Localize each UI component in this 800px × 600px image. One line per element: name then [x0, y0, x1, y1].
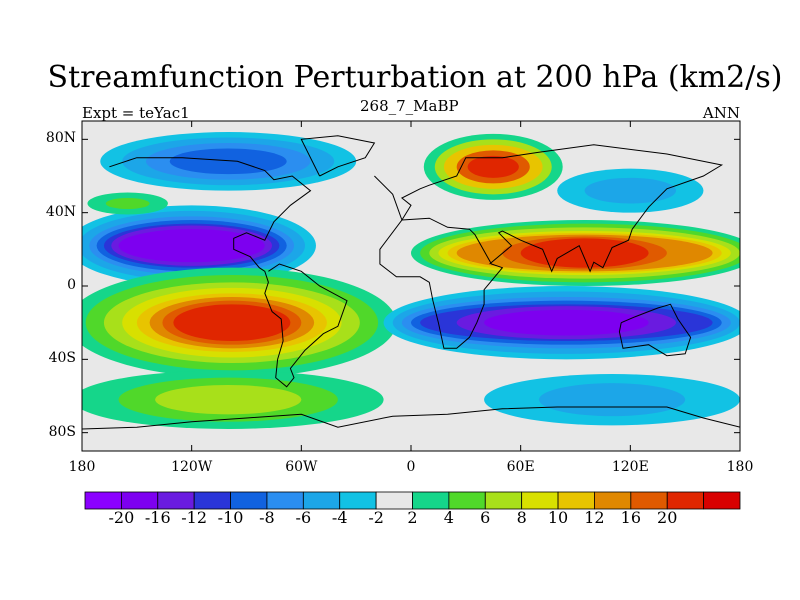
indian-ocean-low-contour-6 [484, 309, 649, 336]
colorbar-label: 4 [443, 508, 454, 527]
y-tick-label: 0 [67, 277, 76, 293]
colorbar-label: 10 [547, 508, 569, 527]
colorbar-swatch [339, 491, 377, 510]
y-tick-label: 80S [48, 423, 76, 440]
coastline [82, 135, 740, 430]
coastline-segment [82, 406, 740, 430]
x-tick-label: 120W [171, 459, 213, 475]
colorbar-swatch [120, 491, 159, 510]
colorbar-label: -6 [295, 508, 312, 527]
colorbar-swatch [266, 491, 304, 510]
x-tick-label: 180 [726, 459, 754, 475]
colorbar [84, 491, 741, 510]
colorbar-label: -10 [217, 508, 244, 527]
x-tick-label: 180 [68, 459, 96, 475]
colorbar-swatch [557, 491, 595, 510]
asian-high-contour-7 [520, 238, 649, 268]
colorbar-swatch [703, 491, 741, 510]
axis-ticks [81, 121, 741, 451]
colorbar-swatch [630, 491, 668, 510]
colorbar-label: 6 [480, 508, 491, 527]
colorbar-label: -4 [331, 508, 348, 527]
colorbar-label: 12 [584, 508, 605, 527]
chart-title: Streamfunction Perturbation at 200 hPa (… [47, 60, 783, 95]
colorbar-label: -12 [181, 508, 208, 527]
colorbar-label: -20 [108, 508, 135, 527]
north-pacific-low-contour-3 [169, 148, 287, 175]
x-tick-label: 60E [506, 459, 535, 475]
colorbar-swatch [484, 491, 523, 510]
experiment-label: Expt = teYac1 [82, 104, 190, 122]
colorbar-swatch [412, 491, 450, 510]
tropical-east-pacific-low-contour-6 [118, 229, 265, 263]
colorbar-swatch [521, 491, 559, 510]
colorbar-swatch [448, 491, 486, 510]
colorbar-label: 20 [657, 508, 678, 527]
x-tick-label: 60W [285, 459, 318, 475]
season-label: ANN [702, 104, 740, 122]
south-pacific-high-contour-7 [173, 304, 291, 341]
colorbar-swatch [375, 491, 413, 510]
colorbar-swatch [193, 491, 231, 510]
x-tick-label: 0 [406, 459, 416, 475]
atlantic-green-contour-1 [105, 198, 150, 209]
south-indian-band-contour-1 [538, 383, 686, 417]
colorbar-label: -16 [144, 508, 171, 527]
run-label: 268_7_MaBP [360, 97, 459, 115]
x-tick-label: 120E [611, 459, 649, 475]
colorbar-swatch [302, 491, 341, 510]
coastline-segment [374, 175, 504, 349]
north-pacific-blue-contour-1 [584, 177, 677, 204]
y-tick-label: 40N [45, 203, 76, 220]
colorbar-label: 8 [516, 508, 527, 527]
y-tick-label: 40S [48, 350, 76, 367]
colorbar-label: -8 [259, 508, 275, 527]
colorbar-label: -2 [368, 508, 384, 527]
colorbar-swatch [594, 491, 632, 510]
coastline-segment [109, 157, 348, 388]
southern-green-band-contour-2 [155, 385, 302, 415]
eurasia-high-contour-4 [467, 155, 519, 178]
y-tick-label: 80N [45, 130, 76, 147]
coastline-segment [300, 135, 376, 177]
coastline-segment [400, 144, 724, 273]
colorbar-swatch [157, 491, 195, 510]
colorbar-swatch [84, 491, 122, 510]
colorbar-swatch [230, 491, 268, 510]
colorbar-swatch [666, 491, 705, 510]
colorbar-label: 2 [407, 508, 418, 527]
colorbar-label: 16 [620, 508, 641, 527]
coastline-segment [618, 303, 692, 357]
